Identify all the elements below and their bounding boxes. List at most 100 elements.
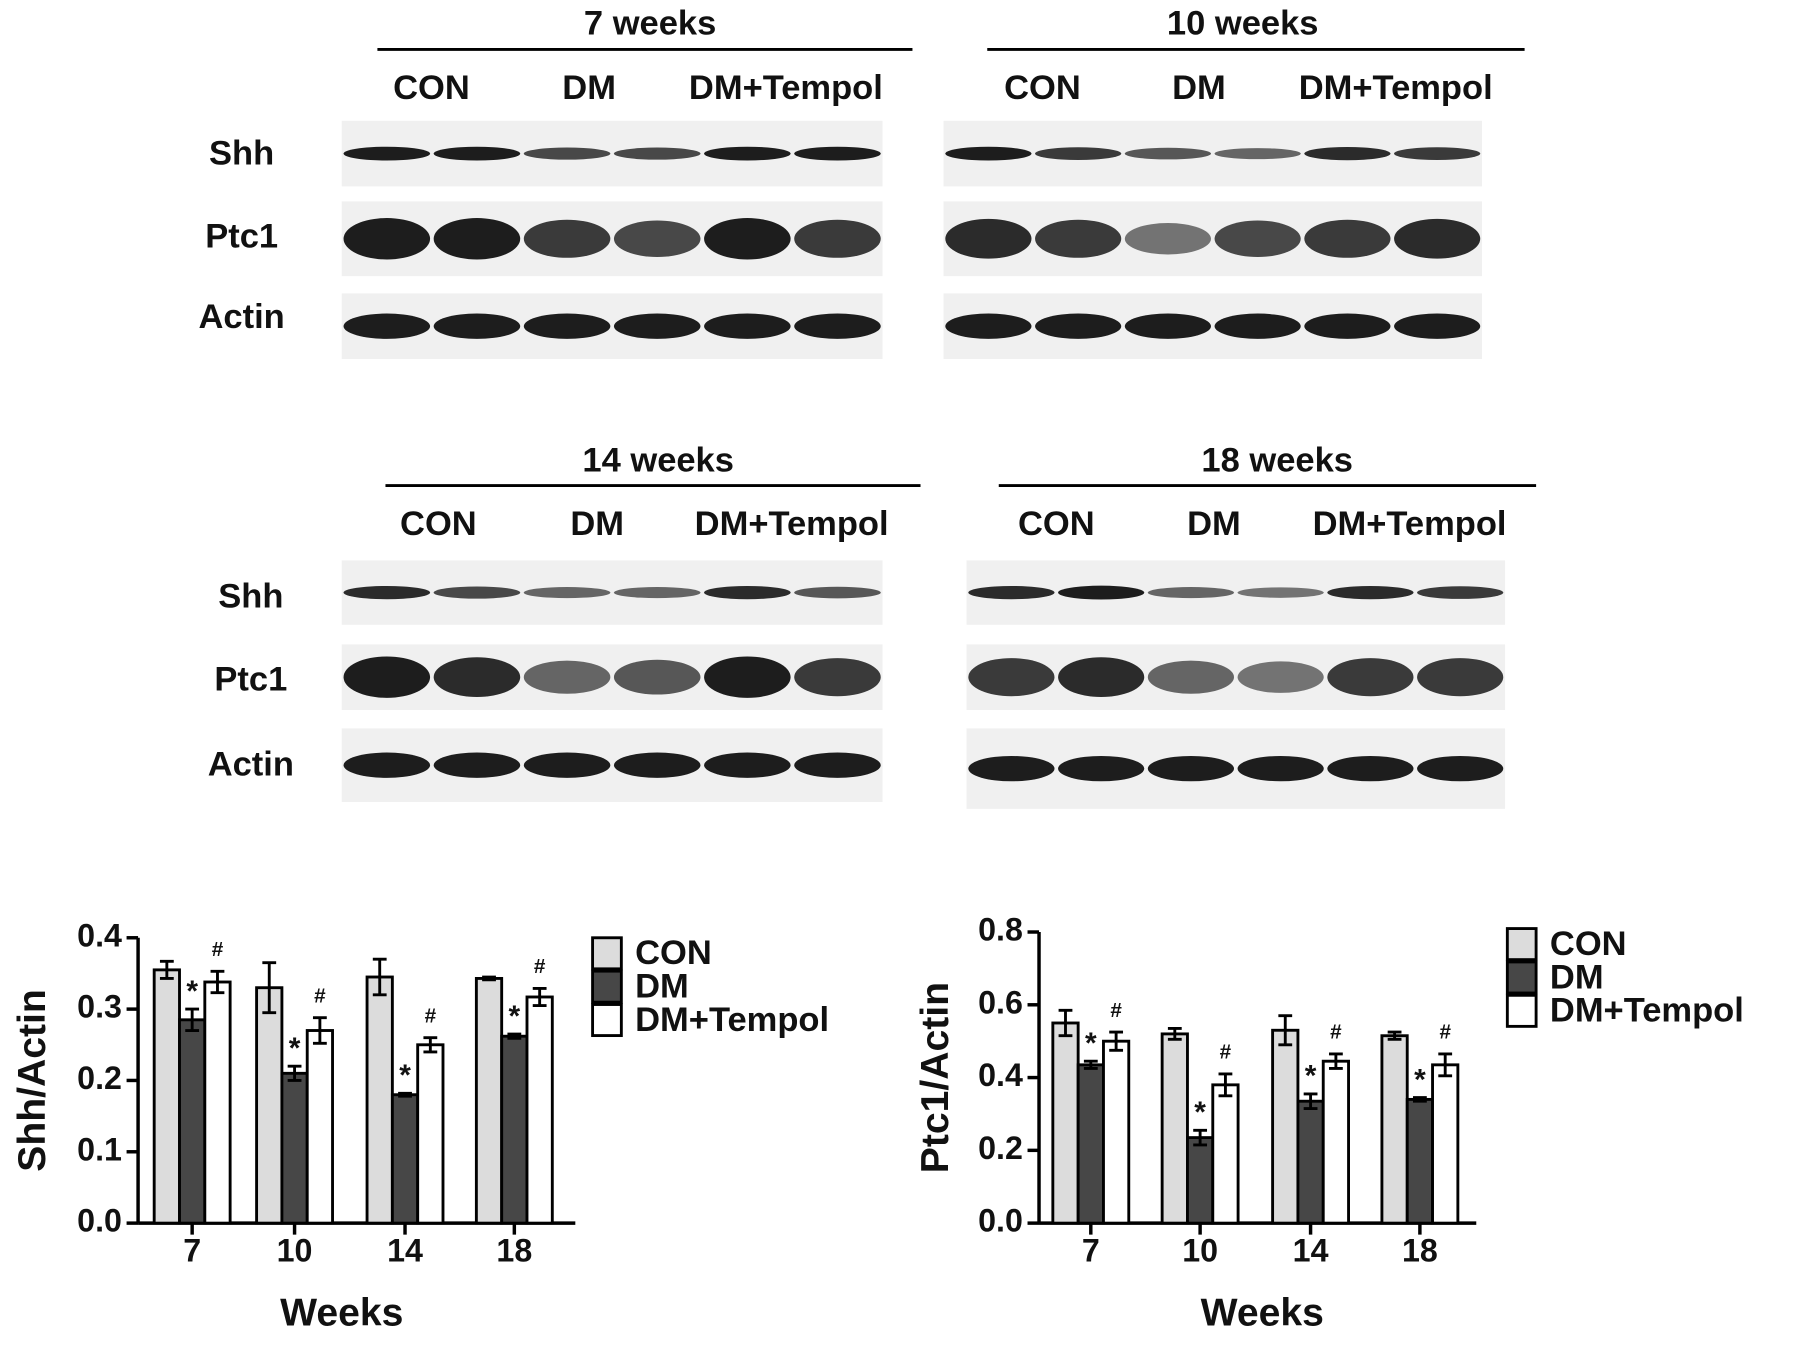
bar [525,995,554,1225]
blot-strip [341,560,883,625]
error-bar [398,1091,412,1098]
blot-band [1304,146,1391,161]
y-tick-label: 0.8 [978,912,1023,948]
blot-band [343,313,431,339]
blot-strip [341,120,883,187]
error-bar [1058,1008,1073,1038]
blot-band [523,587,611,599]
significance-mark: # [1220,1041,1232,1064]
error-bar [210,969,225,995]
x-tick-label: 14 [387,1233,423,1269]
blot-strip [943,120,1483,187]
y-tick-label: 0.0 [77,1203,122,1239]
blot-band [343,218,431,260]
blot-band [613,659,701,695]
blot-band [1035,147,1122,160]
legend-swatch [1505,993,1538,1028]
blot-band [1124,147,1211,160]
group-label: DM+Tempol [695,505,889,543]
blot-band [613,147,701,160]
error-bar [532,986,547,1007]
error-bar [312,1016,327,1045]
x-axis-label: Weeks [1201,1292,1324,1335]
bar [1186,1136,1215,1225]
error-bar [1328,1052,1343,1070]
significance-mark: # [1110,999,1122,1022]
row-label: Ptc1 [205,217,278,255]
blot-band [1035,313,1122,339]
x-tick-label: 7 [183,1233,201,1269]
row-label: Actin [199,298,285,336]
blot-band [704,752,791,778]
blot-band [1237,661,1324,693]
legend-swatch [591,936,623,971]
blot-band [613,587,701,599]
significance-mark: # [534,955,546,978]
group-label: DM [562,69,616,107]
x-tick-label: 10 [1182,1233,1218,1269]
blot-band [704,146,791,161]
bar [500,1034,529,1225]
significance-mark: # [1439,1021,1451,1044]
blot-strip [341,728,883,802]
bar [1160,1032,1189,1225]
bar [1211,1083,1240,1225]
blot-band [1214,148,1301,160]
blot-band [1394,218,1481,259]
blot-band [794,586,881,599]
group-label: DM+Tempol [689,69,883,107]
blot-band [704,313,791,339]
x-tick-label: 18 [496,1233,532,1269]
significance-mark: # [212,938,224,961]
row-label: Actin [208,745,294,783]
blot-title: 14 weeks [582,442,734,480]
y-tick-label: 0.3 [77,989,122,1025]
blot-band [343,146,431,161]
error-bar [1303,1092,1318,1110]
group-label: CON [1018,505,1095,543]
bar [1102,1039,1131,1225]
blot-band [1417,755,1504,782]
bar [1296,1099,1325,1225]
blot-band [968,585,1055,600]
x-tick-label: 7 [1082,1233,1100,1269]
error-bar [1193,1128,1208,1147]
legend-label: DM+Tempol [1550,992,1744,1030]
error-bar [1387,1030,1402,1041]
legend-swatch [1505,927,1538,962]
blot-strip [341,644,883,710]
blot-band [433,218,521,260]
group-label: DM+Tempol [1299,69,1493,107]
blot-band [613,220,701,257]
blot-strip [966,560,1506,625]
group-label: DM [1172,69,1226,107]
x-axis-label: Weeks [280,1292,403,1335]
blot-band [1304,219,1391,258]
blot-band [1058,585,1145,600]
blot-band [704,218,791,260]
blot-band [1394,147,1481,160]
error-bar [159,959,174,980]
significance-mark: * [1194,1096,1206,1129]
blot-band [1304,313,1391,339]
blot-strip [966,728,1506,809]
significance-mark: * [399,1059,411,1092]
legend-label: CON [635,934,712,972]
bar [474,976,504,1225]
blot-strip [966,644,1506,710]
blot-band [523,752,611,778]
group-label: DM [570,505,624,543]
blot-band [1327,658,1414,697]
row-label: Shh [209,134,274,172]
group-label: DM+Tempol [1313,505,1507,543]
blot-band [1327,755,1414,782]
legend-swatch [1505,960,1538,995]
blot-band [433,657,521,698]
error-bar [287,1064,302,1082]
significance-mark: * [186,975,198,1008]
blot-band [343,585,431,600]
significance-mark: * [1305,1060,1317,1093]
blot-band [523,147,611,160]
legend-label: DM+Tempol [635,1001,829,1039]
